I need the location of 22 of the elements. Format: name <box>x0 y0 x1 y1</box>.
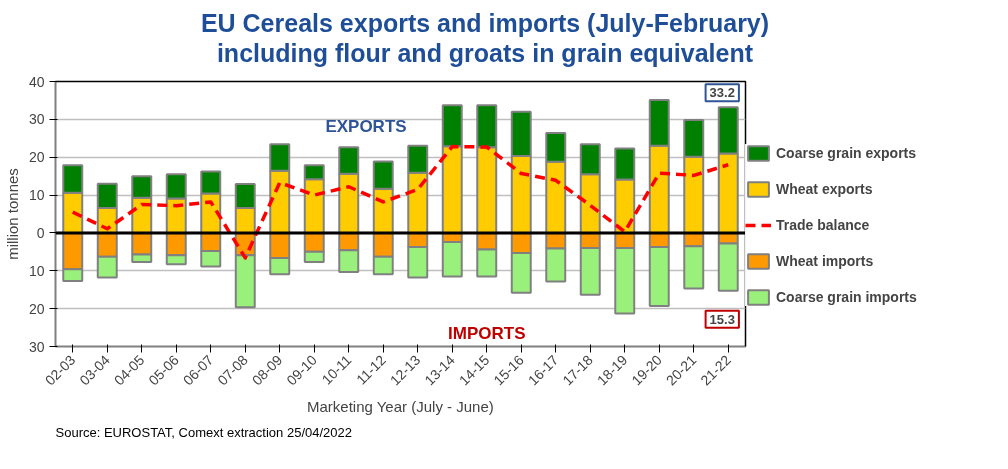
y-tick-label: 40 <box>28 73 45 90</box>
y-tick-label: 30 <box>28 111 45 128</box>
legend-label: Wheat exports <box>776 181 873 197</box>
chart-title: EU Cereals exports and imports (July-February) including flour and groats in grain equivalent <box>200 8 770 68</box>
y-axis-title: million tonnes <box>3 168 21 260</box>
y-tick-label: 10 <box>28 262 45 279</box>
legend-label: Coarse grain exports <box>776 145 917 161</box>
y-tick-label: 0 <box>36 224 45 241</box>
legend-label: Coarse grain imports <box>776 289 917 305</box>
source-note: Source: EUROSTAT, Comext extraction 25/04/2022 <box>55 424 352 440</box>
y-tick-label: 30 <box>28 338 45 355</box>
annotation: 33.2 <box>709 85 735 101</box>
annotation: 15.3 <box>709 311 735 327</box>
legend-label: Trade balance <box>776 217 870 233</box>
y-tick-label: 20 <box>28 300 45 317</box>
y-tick-label: 20 <box>28 149 45 166</box>
y-tick-label: 10 <box>28 187 45 204</box>
x-axis-title: Marketing Year (July - June) <box>306 397 494 415</box>
annotation: EXPORTS <box>325 117 407 137</box>
line-series <box>71 144 730 260</box>
legend-label: Wheat imports <box>776 253 874 269</box>
annotation: IMPORTS <box>448 323 526 343</box>
